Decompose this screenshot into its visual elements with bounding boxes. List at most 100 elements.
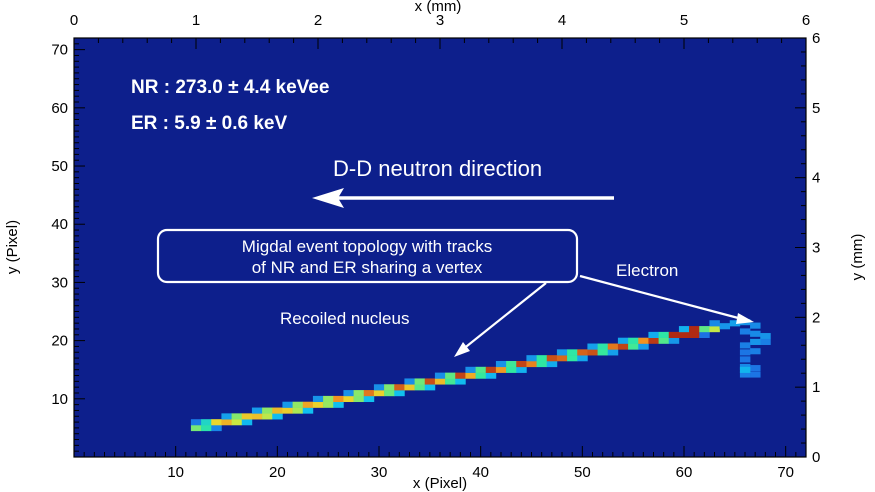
x-axis-label: x (Pixel): [413, 475, 467, 492]
heatmap-cell: [434, 378, 446, 385]
heatmap-cell: [648, 337, 659, 344]
heatmap-cell: [750, 365, 761, 372]
y-tick-label: 30: [51, 274, 68, 291]
heatmap-cell: [678, 326, 690, 333]
heatmap-cell: [445, 378, 456, 385]
heatmap-cell: [739, 366, 751, 373]
heatmap-cell: [404, 378, 415, 385]
heatmap-cell: [445, 372, 456, 379]
heatmap-cell: [628, 343, 639, 350]
heatmap-cell: [475, 366, 487, 373]
heatmap-cell: [709, 320, 720, 327]
heatmap-cell: [628, 337, 639, 344]
heatmap-cell: [729, 320, 741, 327]
heatmap-cell: [577, 349, 588, 356]
heatmap-cell: [302, 407, 314, 414]
heatmap-cell: [231, 413, 243, 420]
heatmap-cell: [750, 348, 761, 355]
heatmap-cell: [739, 371, 751, 378]
heatmap-cell: [363, 390, 375, 397]
heatmap-cell: [485, 372, 497, 379]
heatmap-cell: [323, 395, 334, 403]
heatmap-cell: [282, 401, 293, 408]
heatmap-cell: [709, 326, 720, 333]
heatmap-cell: [546, 355, 558, 362]
heatmap-cell: [567, 355, 578, 362]
heatmap-cell: [201, 419, 212, 426]
x2-tick-label: 3: [436, 12, 444, 29]
heatmap-cell: [739, 349, 751, 356]
migdal-callout-line1: Migdal event topology with tracks: [242, 237, 492, 256]
heatmap-cell: [323, 401, 334, 408]
heatmap-cell: [668, 331, 680, 339]
heatmap-cell: [526, 360, 537, 368]
heatmap-cell: [638, 343, 649, 350]
heatmap-cell: [750, 330, 761, 337]
heatmap-cell: [434, 372, 446, 379]
neutron-direction-label: D-D neutron direction: [333, 156, 542, 181]
heatmap-cell: [526, 355, 537, 362]
heatmap-cell: [577, 355, 588, 362]
y2-tick-label: 0: [812, 449, 820, 466]
x2-tick-label: 5: [680, 12, 688, 29]
heatmap-cell: [750, 371, 761, 378]
heatmap-cell: [363, 395, 375, 403]
heatmap-cell: [485, 366, 497, 373]
heatmap-cell: [556, 355, 568, 362]
electron-pointer-arrow: [579, 274, 754, 324]
heatmap-cell: [211, 424, 222, 432]
heatmap-cell: [546, 360, 558, 368]
heatmap-cell: [272, 407, 283, 414]
y-tick-label: 60: [51, 100, 68, 117]
heatmap-cell: [536, 355, 548, 362]
heatmap-cell: [678, 331, 690, 339]
x-tick-label: 40: [472, 464, 489, 481]
heatmap-cell: [251, 407, 263, 414]
neutron-direction-arrow: [312, 188, 614, 208]
heatmap-cell: [495, 366, 507, 373]
x2-tick-label: 6: [802, 12, 810, 29]
heatmap-cell: [241, 413, 253, 420]
heatmap-cell: [272, 413, 283, 420]
heatmap-cell: [282, 407, 293, 414]
y-axis-label: y (Pixel): [4, 220, 21, 274]
recoil-pointer-arrow: [454, 282, 547, 357]
y-tick-label: 50: [51, 158, 68, 175]
heatmap-cell: [414, 384, 426, 391]
heatmap-cell: [353, 390, 365, 397]
heatmap-cell: [201, 424, 212, 432]
x-tick-label: 70: [777, 464, 794, 481]
heatmap-cell: [597, 349, 609, 356]
heatmap-cell: [302, 401, 314, 408]
x2-tick-label: 0: [70, 12, 78, 29]
heatmap-cell: [343, 390, 354, 397]
heatmap-cell: [373, 390, 385, 397]
heatmap-cell: [556, 349, 568, 356]
heatmap-cell: [221, 413, 232, 420]
heatmap-cell: [699, 331, 710, 339]
x-tick-label: 60: [676, 464, 693, 481]
x2-axis-label: x (mm): [415, 0, 462, 15]
heatmap-cell: [394, 384, 405, 391]
heatmap-cell: [465, 372, 476, 379]
heatmap-cell: [414, 378, 426, 385]
heatmap-cell: [312, 401, 324, 408]
heatmap-cell: [658, 331, 670, 339]
heatmap-cell: [516, 360, 527, 368]
heatmap-cell: [465, 366, 476, 373]
y-tick-label: 10: [51, 391, 68, 408]
heatmap-cell: [658, 337, 670, 344]
x-tick-label: 50: [574, 464, 591, 481]
heatmap-cell: [567, 349, 578, 356]
y-tick-label: 40: [51, 216, 68, 233]
plot-background: [74, 38, 806, 457]
x-tick-label: 10: [167, 464, 184, 481]
heatmap-cell: [638, 337, 649, 344]
y2-tick-label: 3: [812, 240, 820, 257]
heatmap-cell: [333, 395, 344, 403]
x2-tick-label: 1: [192, 12, 200, 29]
heatmap-cell: [597, 343, 609, 350]
heatmap-cell: [475, 372, 487, 379]
